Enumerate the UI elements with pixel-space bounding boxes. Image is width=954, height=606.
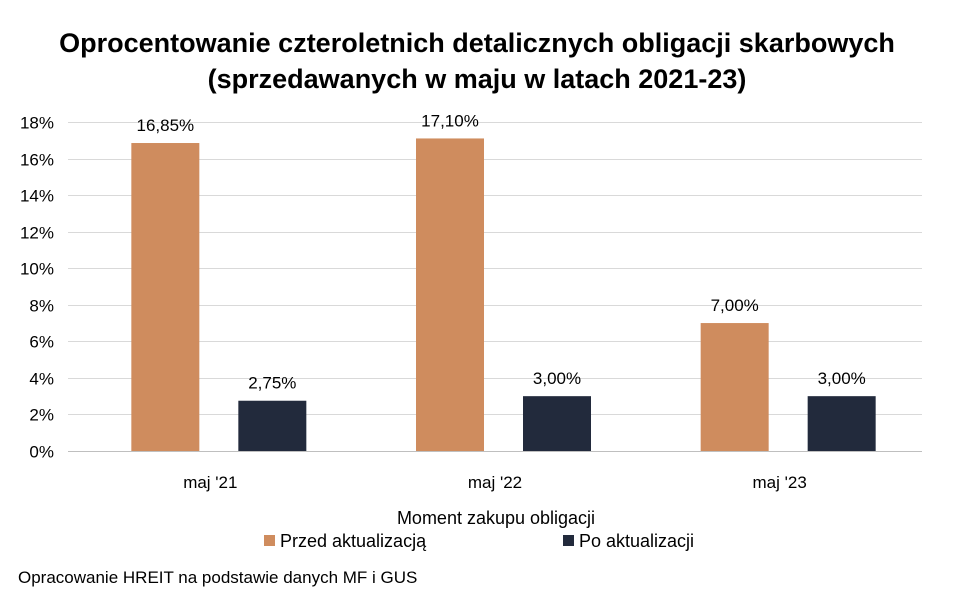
data-label: 3,00% bbox=[533, 369, 581, 388]
y-tick-label: 8% bbox=[29, 297, 54, 316]
chart-title-line-1: Oprocentowanie czteroletnich detalicznyc… bbox=[59, 28, 895, 58]
y-tick-label: 2% bbox=[29, 406, 54, 425]
data-label: 2,75% bbox=[248, 374, 296, 393]
y-tick-label: 0% bbox=[29, 443, 54, 462]
chart-title-line-2: (sprzedawanych w maju w latach 2021-23) bbox=[208, 64, 747, 94]
data-label: 17,10% bbox=[421, 111, 479, 130]
bar-przed-1 bbox=[131, 143, 200, 451]
x-axis-ticks: maj '21 maj '22 maj '23 bbox=[183, 473, 807, 492]
y-axis-ticks: 0% 2% 4% 6% 8% 10% 12% 14% 16% 18% bbox=[20, 114, 54, 462]
x-tick-label: maj '21 bbox=[183, 473, 237, 492]
x-axis-title: Moment zakupu obligacji bbox=[397, 508, 595, 528]
x-tick-label: maj '22 bbox=[468, 473, 522, 492]
data-label: 3,00% bbox=[818, 369, 866, 388]
legend-item-przed: Przed aktualizacją bbox=[264, 531, 427, 551]
legend-label-przed: Przed aktualizacją bbox=[280, 531, 427, 551]
data-labels: 16,85% 17,10% 7,00% 2,75% 3,00% 3,00% bbox=[136, 111, 865, 392]
legend-swatch-przed bbox=[264, 535, 275, 546]
bar-po-1 bbox=[238, 400, 307, 451]
bar-po-3 bbox=[807, 396, 876, 451]
legend-item-po: Po aktualizacji bbox=[563, 531, 694, 551]
bar-przed-2 bbox=[416, 138, 484, 451]
y-tick-label: 6% bbox=[29, 333, 54, 352]
x-tick-label: maj '23 bbox=[753, 473, 807, 492]
bar-po-2 bbox=[523, 396, 591, 451]
y-tick-label: 10% bbox=[20, 260, 54, 279]
source-note: Opracowanie HREIT na podstawie danych MF… bbox=[18, 568, 417, 587]
y-tick-label: 12% bbox=[20, 224, 54, 243]
data-label: 7,00% bbox=[711, 296, 759, 315]
legend-swatch-po bbox=[563, 535, 574, 546]
bars bbox=[131, 138, 876, 451]
y-tick-label: 18% bbox=[20, 114, 54, 133]
legend: Przed aktualizacją Po aktualizacji bbox=[264, 531, 694, 551]
gridlines bbox=[68, 122, 922, 452]
y-tick-label: 16% bbox=[20, 151, 54, 170]
legend-label-po: Po aktualizacji bbox=[579, 531, 694, 551]
data-label: 16,85% bbox=[136, 116, 194, 135]
y-tick-label: 14% bbox=[20, 187, 54, 206]
y-tick-label: 4% bbox=[29, 370, 54, 389]
bar-przed-3 bbox=[700, 323, 769, 451]
